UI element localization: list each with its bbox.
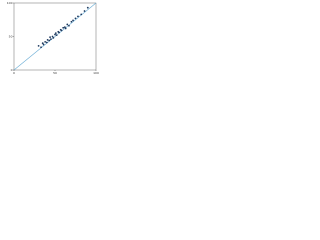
point (52, 36, 55, 39)
point (41, 42, 44, 45)
x-tick-label: 50 (53, 71, 57, 75)
point (37, 44, 40, 47)
point (49, 36, 51, 39)
point (44, 40, 47, 43)
point (83, 10, 86, 12)
y-tick-label: 0 (11, 68, 13, 72)
x-tick-label: 0 (13, 71, 15, 75)
point (40, 46, 42, 49)
point (45, 41, 48, 44)
point (66, 23, 69, 26)
point (77, 15, 79, 18)
y-tick-label: 100 (7, 1, 13, 5)
point (70, 20, 73, 23)
point (74, 17, 77, 20)
point (72, 19, 74, 22)
point (63, 26, 66, 29)
point (62, 26, 65, 29)
point (50, 38, 52, 41)
point (86, 6, 89, 9)
background (0, 0, 100, 139)
point (60, 29, 63, 32)
point (64, 27, 67, 30)
x-tick-label: 100 (93, 71, 99, 75)
reference-line (13, 2, 97, 71)
point (54, 33, 56, 36)
point (51, 35, 54, 38)
point (55, 34, 58, 37)
point (80, 13, 83, 16)
point (48, 39, 51, 42)
point (58, 31, 60, 34)
point (46, 38, 49, 41)
y-tick-label: 50 (9, 35, 13, 39)
point (42, 43, 45, 46)
point (54, 32, 57, 35)
point (68, 24, 70, 27)
